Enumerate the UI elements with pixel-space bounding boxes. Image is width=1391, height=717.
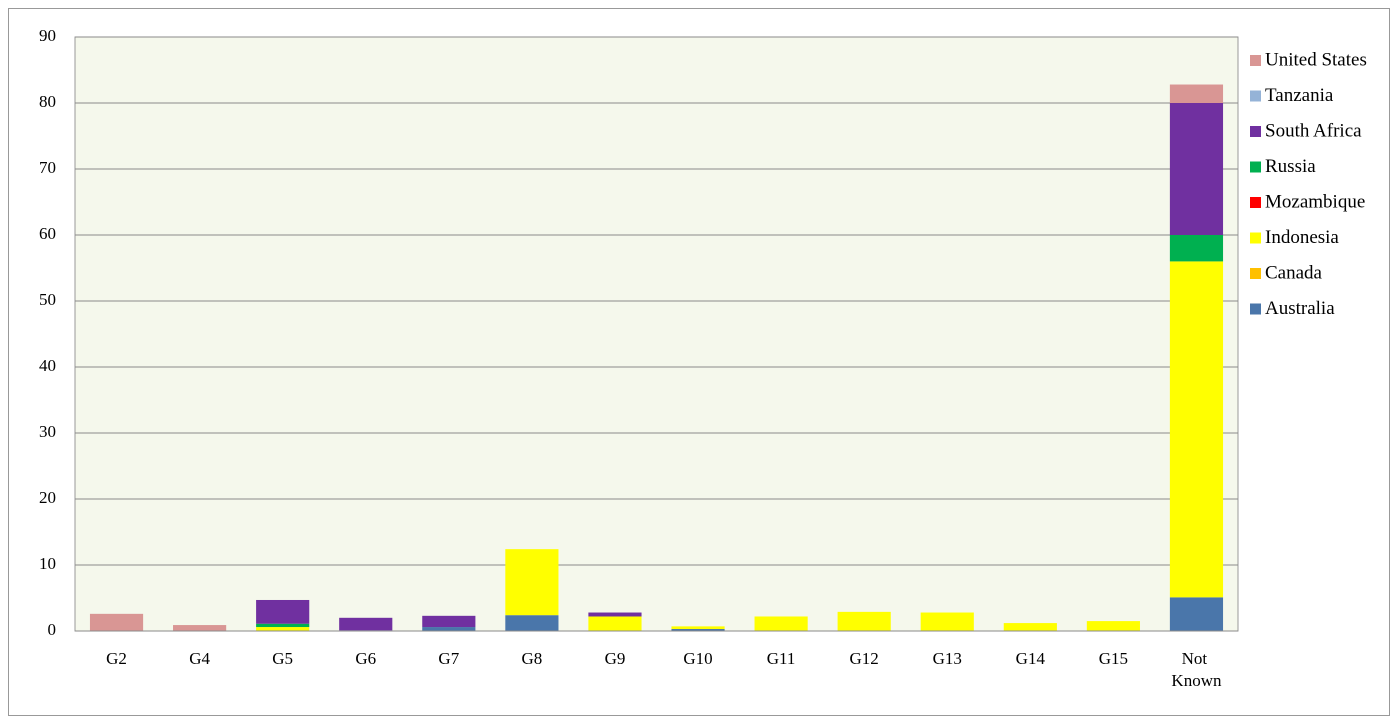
bar-segment [256,623,310,628]
x-tick-label: G2 [106,649,127,668]
legend-swatch [1250,303,1261,315]
legend-label: Indonesia [1265,227,1339,248]
plot-area [74,36,1239,632]
bar-segment [1169,597,1224,631]
x-tick-label: G13 [933,649,962,668]
legend-label: South Africa [1265,120,1362,141]
bar-segment [671,629,725,631]
bar-segment [1169,235,1224,262]
bar-segment [422,627,476,631]
legend-label: Tanzania [1265,85,1334,106]
x-tick-label: Not Known [1171,649,1222,690]
x-tick-label: G10 [683,649,712,668]
x-tick-label: G6 [355,649,376,668]
bar-segment [1169,103,1224,235]
bar-segment [1169,261,1224,598]
bar-segment [1169,84,1224,103]
legend-label: Canada [1265,262,1323,283]
bar-segment [256,599,310,624]
y-tick-label: 60 [39,224,56,243]
bar-segment [671,626,725,630]
y-tick-label: 30 [39,422,56,441]
legend-swatch [1250,232,1261,244]
legend-label: Russia [1265,156,1316,177]
x-tick-label: G14 [1016,649,1046,668]
x-tick-label: G4 [189,649,210,668]
bar-segment [588,612,642,617]
y-tick-label: 50 [39,290,56,309]
bar-segment [837,611,891,631]
y-tick-label: 0 [48,620,57,639]
bar-segment [920,612,974,631]
y-tick-label: 80 [39,92,56,111]
bar-segment [339,617,393,631]
y-tick-label: 20 [39,488,56,507]
legend-label: Mozambique [1265,191,1365,212]
x-tick-label: G12 [850,649,879,668]
x-tick-label: G7 [438,649,459,668]
legend-label: United States [1265,49,1367,70]
bar-segment [173,625,227,631]
y-tick-label: 90 [39,26,56,45]
bar-segment [588,616,642,631]
bar-segment [89,613,144,631]
bar-segment [422,615,476,628]
bar-segment [505,615,559,631]
bar-segment [754,616,808,631]
legend-swatch [1250,268,1261,279]
bar-segment [1086,621,1140,631]
legend-swatch [1250,197,1261,208]
y-tick-label: 10 [39,554,56,573]
bar-segment [505,549,559,616]
x-tick-label: G15 [1099,649,1128,668]
x-tick-label: G8 [522,649,543,668]
legend-swatch [1250,161,1261,173]
x-tick-label: G11 [767,649,796,668]
legend-swatch [1250,55,1261,66]
x-tick-label: G5 [272,649,293,668]
y-tick-label: 40 [39,356,56,375]
x-tick-label: G9 [605,649,626,668]
legend-swatch [1250,126,1261,137]
bar-segment [1003,623,1057,631]
legend-label: Australia [1265,298,1335,319]
legend-swatch [1250,90,1261,102]
y-tick-label: 70 [39,158,56,177]
bar-segment [256,627,310,631]
